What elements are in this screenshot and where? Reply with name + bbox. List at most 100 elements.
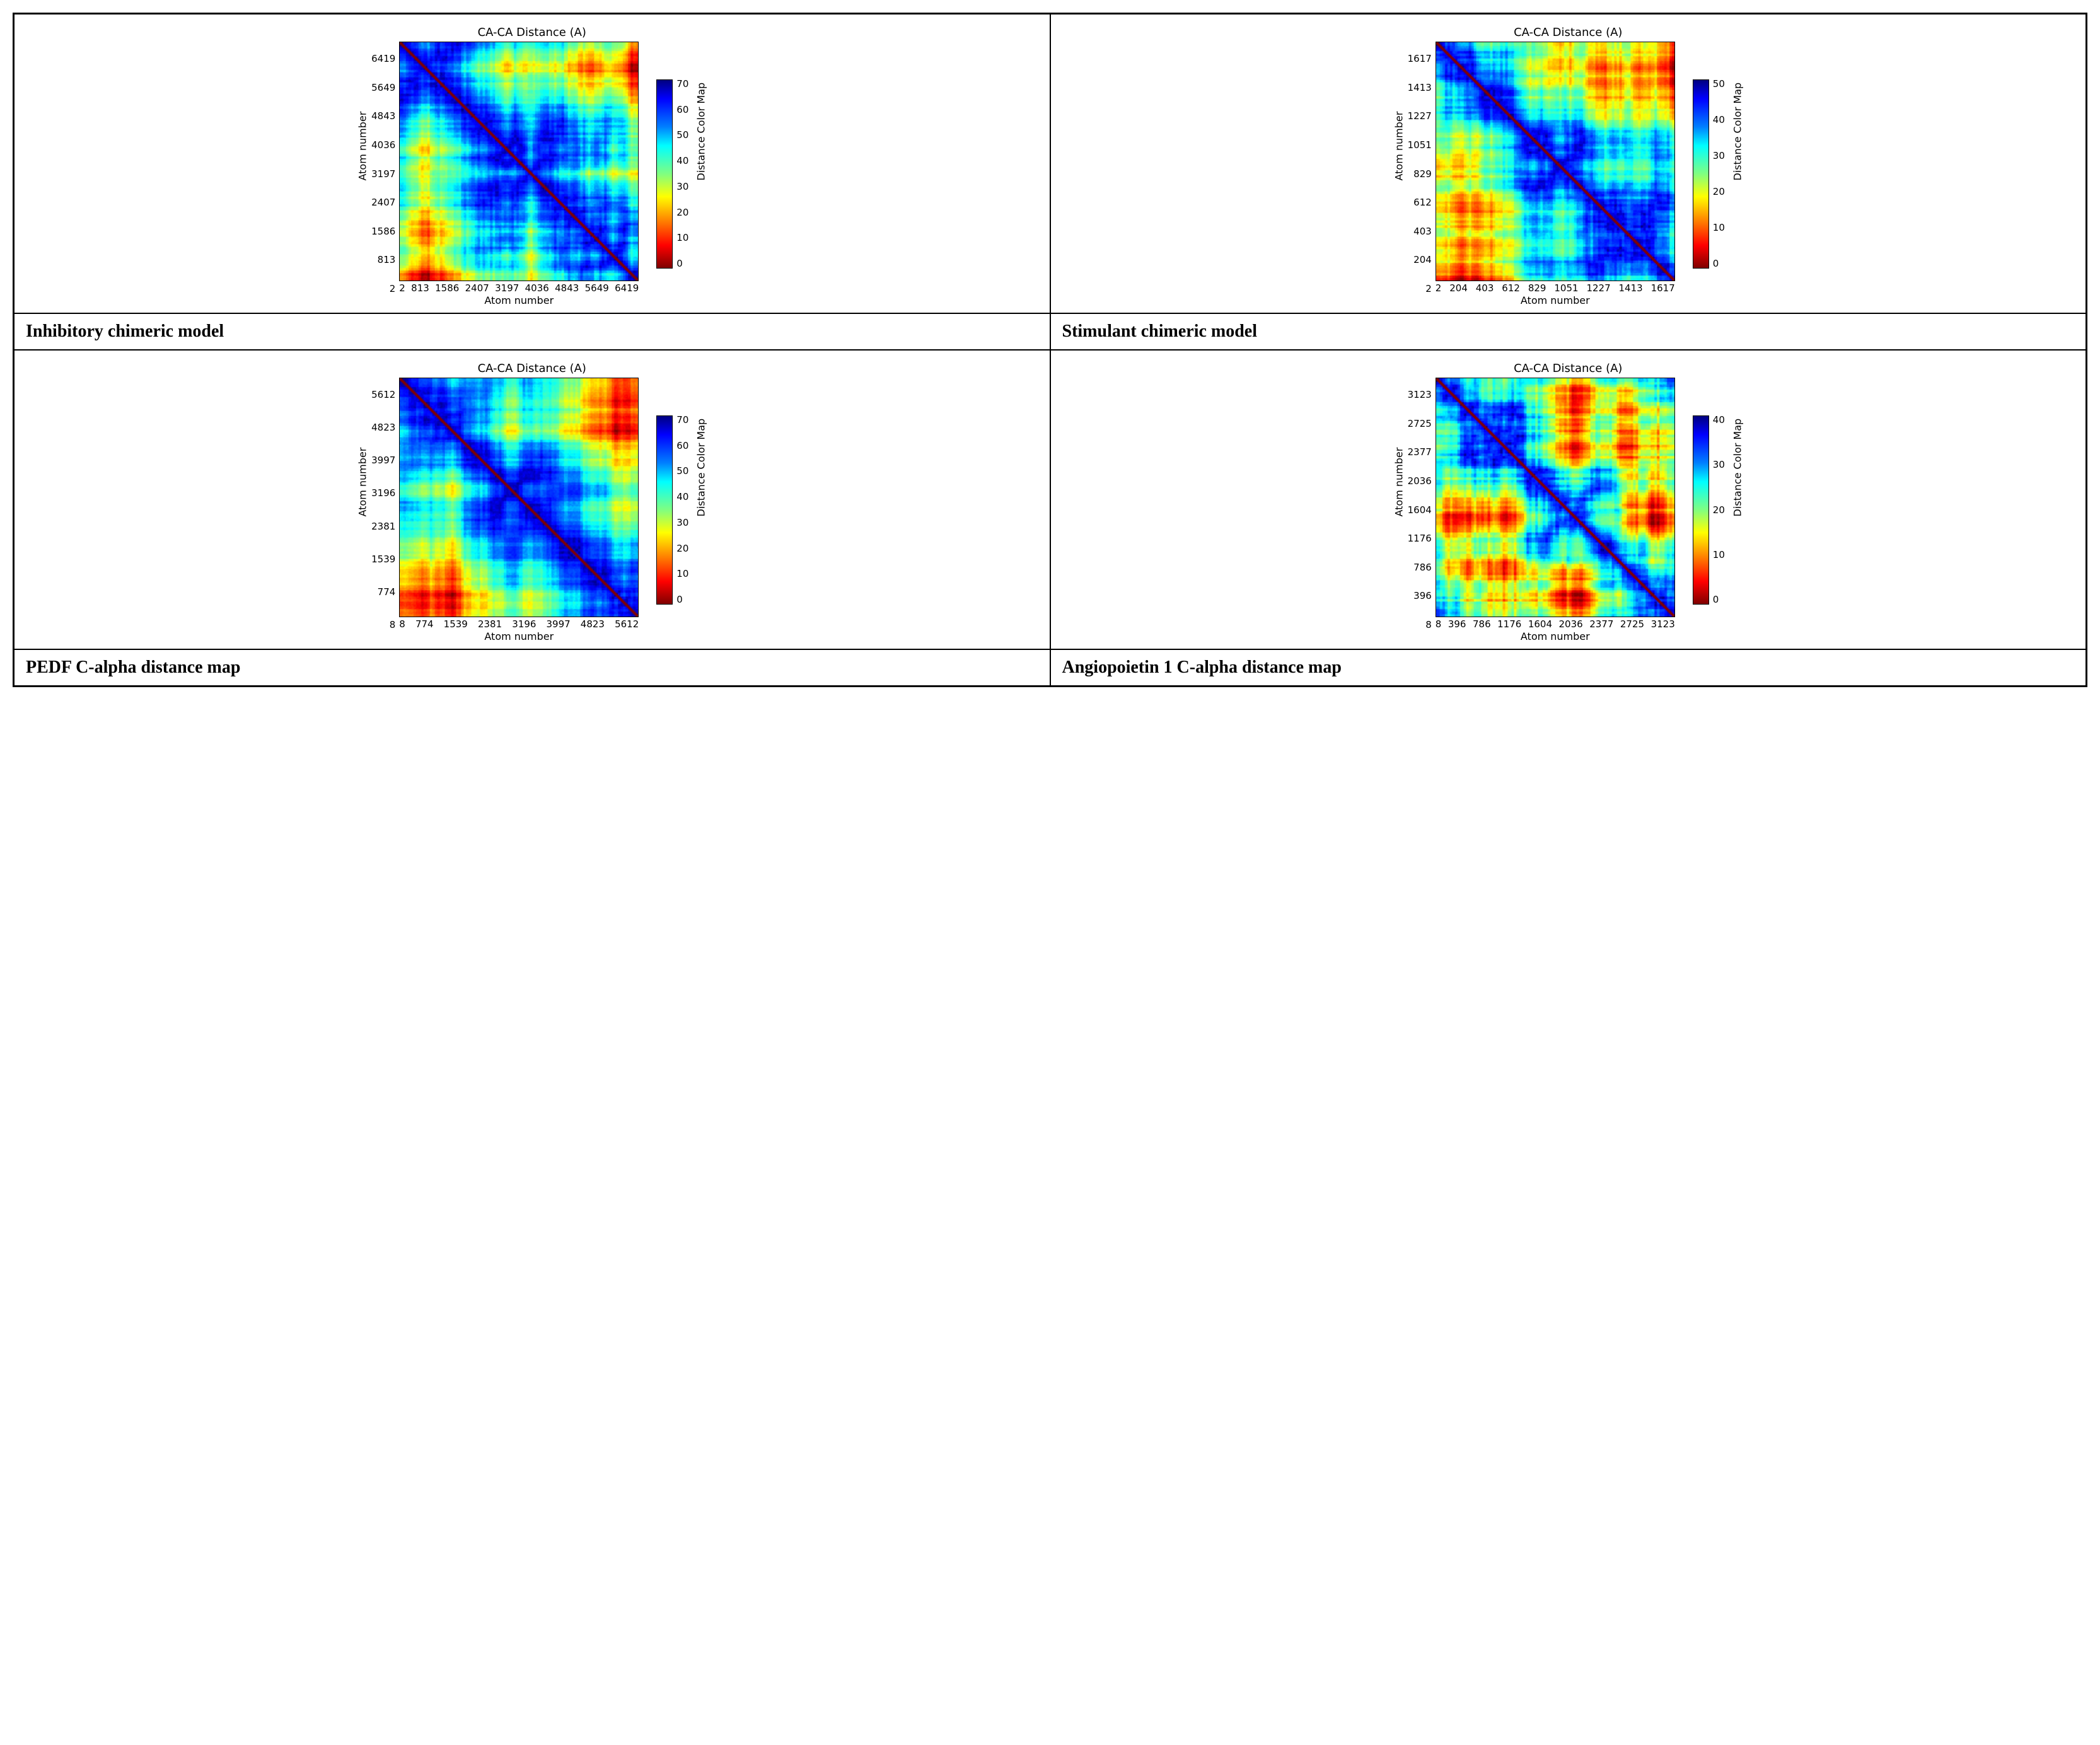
colorbar bbox=[1693, 79, 1709, 269]
x-tick: 2377 bbox=[1589, 620, 1613, 629]
y-tick: 2725 bbox=[1408, 419, 1432, 429]
colorbar-tick: 10 bbox=[676, 233, 688, 243]
y-axis-label: Atom number bbox=[357, 504, 369, 516]
y-tick: 4823 bbox=[371, 423, 395, 432]
chart-wrap: CA-CA Distance (A) Atom number 839678611… bbox=[1057, 362, 2080, 642]
chart-title: CA-CA Distance (A) bbox=[1514, 26, 1622, 39]
colorbar bbox=[656, 79, 673, 269]
x-tick: 3196 bbox=[512, 620, 536, 629]
colorbar-tick: 30 bbox=[1713, 460, 1725, 470]
x-tick: 2381 bbox=[478, 620, 502, 629]
colorbar-ticks: 50403020100 bbox=[1713, 79, 1725, 269]
y-axis-ticks: 28131586240731974036484356496419 bbox=[371, 54, 399, 294]
colorbar-tick: 70 bbox=[676, 415, 688, 425]
colorbar-tick: 0 bbox=[1713, 595, 1725, 605]
heatmap bbox=[1436, 378, 1675, 617]
colorbar-label: Distance Color Map bbox=[695, 504, 707, 516]
x-tick: 3997 bbox=[547, 620, 571, 629]
chart-wrap: CA-CA Distance (A) Atom number 281315862… bbox=[21, 26, 1043, 306]
y-tick: 2407 bbox=[371, 198, 395, 207]
colorbar-tick: 60 bbox=[676, 105, 688, 115]
y-tick: 8 bbox=[1408, 620, 1432, 630]
colorbar-tick: 0 bbox=[676, 595, 688, 605]
y-tick: 1176 bbox=[1408, 534, 1432, 543]
colorbar-tick: 20 bbox=[1713, 187, 1725, 197]
colorbar-tick: 0 bbox=[1713, 259, 1725, 269]
x-tick: 4843 bbox=[555, 284, 579, 293]
colorbar-ticks: 706050403020100 bbox=[676, 415, 688, 605]
y-tick: 5649 bbox=[371, 83, 395, 93]
colorbar-tick: 50 bbox=[676, 130, 688, 140]
plot-row: Atom number 8396786117616042036237727253… bbox=[1057, 378, 2080, 642]
x-tick: 1617 bbox=[1651, 284, 1675, 293]
x-tick: 1413 bbox=[1619, 284, 1643, 293]
y-tick: 4036 bbox=[371, 141, 395, 150]
heatmap bbox=[399, 42, 639, 281]
y-axis-ticks: 8774153923813196399748235612 bbox=[371, 390, 399, 630]
plot-row: Atom number 2813158624073197403648435649… bbox=[21, 42, 1043, 306]
y-axis-ticks: 8396786117616042036237727253123 bbox=[1408, 390, 1436, 630]
x-tick: 396 bbox=[1448, 620, 1466, 629]
x-axis-label: Atom number bbox=[1521, 630, 1590, 642]
colorbar-tick: 0 bbox=[676, 259, 688, 269]
y-tick: 774 bbox=[371, 588, 395, 597]
x-tick: 2 bbox=[399, 284, 405, 293]
colorbar-tick: 40 bbox=[1713, 115, 1725, 125]
axis-block: 28131586240731974036484356496419 Atom nu… bbox=[399, 42, 639, 306]
x-tick: 3123 bbox=[1651, 620, 1675, 629]
y-tick: 786 bbox=[1408, 563, 1432, 572]
x-tick: 1539 bbox=[444, 620, 468, 629]
colorbar-tick: 70 bbox=[676, 79, 688, 89]
y-axis-label: Atom number bbox=[1393, 504, 1405, 516]
x-tick: 829 bbox=[1528, 284, 1546, 293]
x-tick: 786 bbox=[1473, 620, 1491, 629]
caption-pedf: PEDF C-alpha distance map bbox=[14, 649, 1050, 686]
axis-block: 22044036128291051122714131617 Atom numbe… bbox=[1436, 42, 1675, 306]
y-tick: 1617 bbox=[1408, 54, 1432, 64]
y-tick: 3997 bbox=[371, 456, 395, 465]
colorbar-group: 706050403020100 Distance Color Map bbox=[656, 415, 707, 605]
x-tick: 5612 bbox=[615, 620, 639, 629]
y-axis-ticks: 22044036128291051122714131617 bbox=[1408, 54, 1436, 294]
x-tick: 1051 bbox=[1554, 284, 1578, 293]
panel-pedf: CA-CA Distance (A) Atom number 877415392… bbox=[14, 350, 1050, 649]
panel-inhibitory: CA-CA Distance (A) Atom number 281315862… bbox=[14, 14, 1050, 313]
x-tick: 6419 bbox=[615, 284, 639, 293]
figure-grid: CA-CA Distance (A) Atom number 281315862… bbox=[13, 13, 2087, 687]
y-tick: 204 bbox=[1408, 255, 1432, 265]
y-tick: 3196 bbox=[371, 489, 395, 498]
chart-title: CA-CA Distance (A) bbox=[478, 26, 586, 39]
panel-stimulant: CA-CA Distance (A) Atom number 220440361… bbox=[1050, 14, 2087, 313]
heatmap bbox=[1436, 42, 1675, 281]
colorbar-tick: 30 bbox=[676, 518, 688, 528]
y-tick: 403 bbox=[1408, 227, 1432, 236]
y-tick: 813 bbox=[371, 255, 395, 265]
y-tick: 6419 bbox=[371, 54, 395, 64]
x-tick: 774 bbox=[415, 620, 434, 629]
x-tick: 403 bbox=[1476, 284, 1494, 293]
colorbar-tick: 10 bbox=[1713, 223, 1725, 233]
caption-inhibitory: Inhibitory chimeric model bbox=[14, 313, 1050, 350]
x-axis-ticks: 8396786117616042036237727253123 bbox=[1436, 620, 1675, 629]
colorbar-tick: 10 bbox=[676, 569, 688, 579]
colorbar-group: 706050403020100 Distance Color Map bbox=[656, 79, 707, 269]
x-tick: 612 bbox=[1502, 284, 1520, 293]
x-tick: 2725 bbox=[1620, 620, 1644, 629]
colorbar-tick: 10 bbox=[1713, 550, 1725, 560]
y-tick: 8 bbox=[371, 620, 395, 630]
y-axis-label: Atom number bbox=[357, 168, 369, 180]
x-axis-ticks: 8774153923813196399748235612 bbox=[399, 620, 639, 629]
caption-stimulant: Stimulant chimeric model bbox=[1050, 313, 2087, 350]
y-tick: 1227 bbox=[1408, 112, 1432, 121]
colorbar-tick: 30 bbox=[1713, 151, 1725, 161]
x-axis-label: Atom number bbox=[484, 294, 554, 306]
colorbar-tick: 50 bbox=[676, 467, 688, 476]
x-tick: 4036 bbox=[525, 284, 549, 293]
axis-block: 8774153923813196399748235612 Atom number bbox=[399, 378, 639, 642]
y-tick: 3123 bbox=[1408, 390, 1432, 400]
x-axis-label: Atom number bbox=[1521, 294, 1590, 306]
colorbar-label: Distance Color Map bbox=[1731, 168, 1743, 180]
colorbar-tick: 60 bbox=[676, 441, 688, 451]
y-tick: 829 bbox=[1408, 170, 1432, 179]
x-axis-label: Atom number bbox=[484, 630, 554, 642]
